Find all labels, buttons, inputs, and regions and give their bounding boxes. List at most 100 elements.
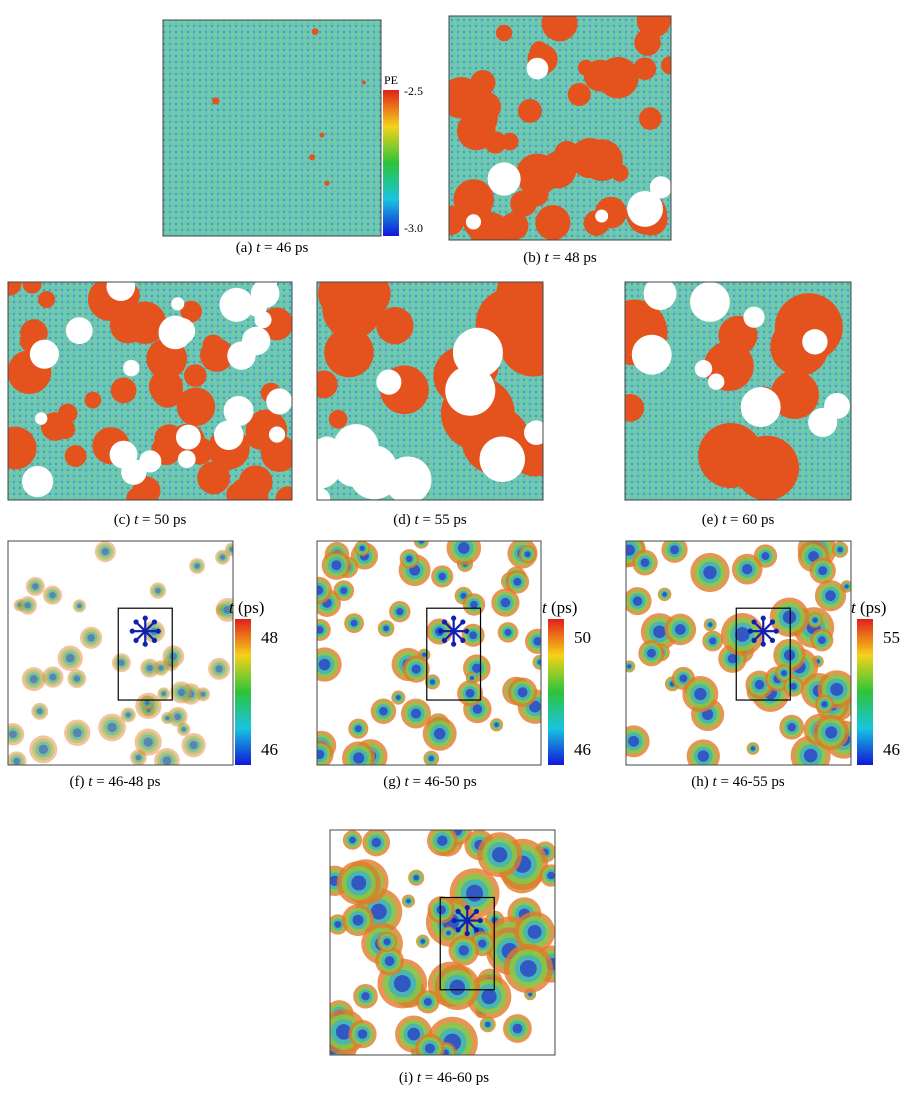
grain (470, 600, 478, 609)
grain (357, 1029, 368, 1039)
grain (742, 563, 753, 575)
cluster (541, 16, 578, 42)
grain (184, 735, 204, 755)
grain (423, 997, 432, 1006)
arrow-head (142, 615, 148, 621)
void (694, 360, 713, 378)
grain (662, 592, 667, 597)
cluster (328, 409, 348, 429)
grain (500, 597, 511, 608)
grain (139, 695, 155, 710)
void (223, 395, 254, 426)
cluster (123, 301, 167, 345)
grain (215, 665, 223, 673)
grain (157, 687, 171, 701)
cluster (275, 486, 292, 500)
panel: (c) t = 50 ps (7, 281, 293, 528)
grain (199, 690, 207, 699)
grain (789, 682, 797, 690)
void (376, 369, 402, 395)
grain (228, 545, 233, 554)
grain (513, 577, 522, 586)
grain (25, 576, 45, 596)
grain (8, 727, 20, 741)
cluster (180, 300, 203, 323)
grain (761, 552, 770, 561)
grain (180, 683, 202, 705)
grain (215, 603, 229, 616)
void (254, 311, 272, 329)
grain (460, 592, 467, 599)
snapshot (626, 541, 851, 765)
grain (181, 726, 186, 732)
grain (151, 584, 165, 597)
grain (335, 1024, 352, 1040)
arrow-head (473, 908, 480, 914)
arrow-head (477, 917, 483, 924)
grain (14, 600, 25, 611)
arrow-head (773, 628, 779, 634)
grain (727, 653, 738, 664)
grain (437, 835, 448, 846)
cluster (20, 319, 48, 347)
grain (138, 695, 159, 717)
grain (135, 754, 142, 761)
grain (200, 691, 206, 697)
grain (783, 649, 796, 661)
grain (208, 657, 231, 680)
cluster (57, 403, 78, 424)
region-box (117, 607, 173, 701)
grain (424, 1043, 435, 1054)
snapshot (8, 282, 292, 500)
grain (111, 653, 131, 673)
colorbar (857, 619, 873, 765)
grain (707, 622, 713, 627)
cluster (567, 83, 591, 107)
grain (71, 673, 83, 684)
caption-value: = 48 ps (552, 250, 596, 266)
frame (162, 19, 382, 237)
grain (527, 924, 542, 939)
colorbar-var: t (229, 598, 235, 617)
cluster (495, 24, 513, 42)
grain (632, 596, 643, 606)
grain (16, 601, 24, 609)
grain (11, 755, 23, 765)
caption-label: (b) (523, 250, 541, 266)
grain (21, 667, 46, 692)
grain (162, 756, 172, 765)
void (109, 440, 138, 469)
grain (359, 545, 365, 551)
cluster (309, 154, 316, 161)
void (266, 388, 292, 415)
grain (60, 648, 81, 669)
region-box (439, 896, 495, 991)
frame (7, 281, 293, 501)
grain (161, 691, 166, 696)
grain (36, 708, 43, 715)
panel: (i) t = 46-60 ps (329, 829, 556, 1086)
grain (457, 542, 470, 554)
caption-var: t (134, 512, 139, 528)
grain (94, 541, 116, 563)
grain (349, 836, 356, 844)
grain (420, 939, 426, 944)
cluster (361, 80, 366, 85)
cluster (633, 57, 657, 81)
grain (350, 619, 358, 627)
grain (504, 628, 512, 636)
colorbar (235, 619, 251, 765)
snapshot (163, 20, 381, 236)
caption: (a) t = 46 ps (236, 240, 309, 256)
void (627, 191, 663, 227)
colorbar-max: 55 (883, 628, 900, 647)
grain (422, 652, 427, 657)
void (487, 162, 521, 196)
void (465, 214, 482, 230)
cluster (484, 131, 507, 154)
panel: (a) t = 46 ps PE -2.5 -3.0 (162, 19, 423, 256)
frame (316, 540, 542, 766)
grain (383, 938, 391, 946)
